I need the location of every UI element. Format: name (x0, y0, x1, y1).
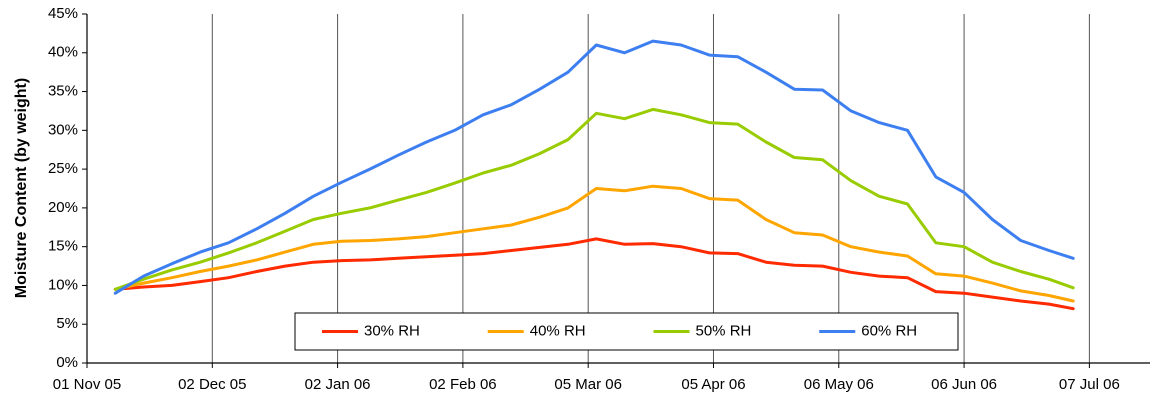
y-tick-label: 10% (48, 276, 78, 293)
data-line (113, 237, 1075, 311)
y-tick-label: 40% (48, 44, 78, 61)
x-tick-label: 05 Mar 06 (554, 376, 622, 393)
x-tick-label: 02 Feb 06 (429, 376, 497, 393)
data-line (113, 107, 1075, 291)
y-tick-label: 45% (48, 5, 78, 22)
x-tick-label: 02 Jan 06 (305, 376, 371, 393)
x-tick-label: 06 May 06 (804, 376, 874, 393)
data-line (113, 39, 1075, 295)
y-tick-label: 15% (48, 238, 78, 255)
y-axis-title: Moisture Content (by weight) (13, 78, 30, 298)
x-tick-label: 06 Jun 06 (931, 376, 997, 393)
x-tick-label: 02 Dec 05 (178, 376, 246, 393)
legend-label: 30% RH (364, 322, 420, 339)
legend-label: 60% RH (861, 322, 917, 339)
legend-label: 40% RH (530, 322, 586, 339)
data-line (113, 184, 1075, 303)
y-tick-label: 30% (48, 121, 78, 138)
x-tick-label: 01 Nov 05 (53, 376, 121, 393)
y-tick-label: 35% (48, 83, 78, 100)
y-tick-label: 0% (56, 354, 78, 371)
y-tick-label: 20% (48, 199, 78, 216)
x-tick-label: 05 Apr 06 (681, 376, 745, 393)
y-tick-label: 5% (56, 315, 78, 332)
x-tick-label: 07 Jul 06 (1059, 376, 1120, 393)
y-tick-label: 25% (48, 160, 78, 177)
legend-label: 50% RH (696, 322, 752, 339)
